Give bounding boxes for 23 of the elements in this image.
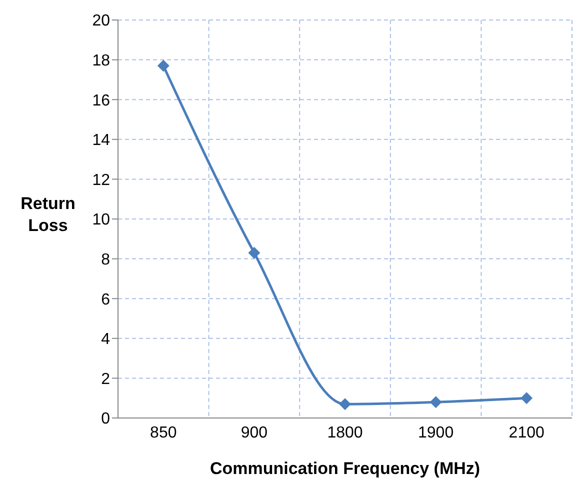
point xyxy=(157,60,170,72)
y-tick-label: 4 xyxy=(101,331,110,348)
point xyxy=(248,246,260,259)
y-tick-label: 8 xyxy=(101,251,110,268)
y-tick-label: 16 xyxy=(92,92,110,110)
x-tick-label: 850 xyxy=(150,424,177,442)
point xyxy=(520,392,533,404)
y-tick-label: 6 xyxy=(101,291,110,308)
y-tick-label: 0 xyxy=(101,410,110,428)
point xyxy=(430,396,442,408)
point xyxy=(339,398,351,410)
x-tick-label: 1900 xyxy=(418,424,454,442)
y-tick-label: 12 xyxy=(92,172,110,189)
y-tick-label: 10 xyxy=(92,212,110,229)
y-tick-label: 18 xyxy=(92,52,110,70)
y-tick-label: 20 xyxy=(92,12,110,30)
x-tick-label: 2100 xyxy=(508,424,544,442)
x-tick-label: 1800 xyxy=(327,424,363,442)
x-tick-label: 900 xyxy=(240,424,268,442)
y-tick-label: 2 xyxy=(101,370,110,388)
y-axis-title: Return Loss xyxy=(20,194,76,235)
y-tick-label: 14 xyxy=(92,132,110,150)
x-axis-title: Communication Frequency (MHz) xyxy=(210,459,480,478)
